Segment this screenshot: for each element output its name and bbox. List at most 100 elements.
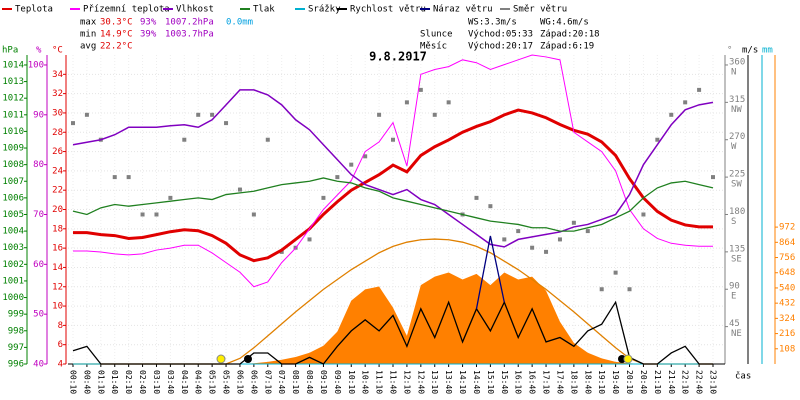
direction-dot: [391, 137, 395, 142]
direction-dot: [432, 112, 437, 117]
direction-dot: [363, 154, 368, 159]
direction-dot: [599, 287, 604, 292]
compass-label: W: [731, 142, 737, 152]
x-tick-label: 06:10: [235, 370, 244, 394]
y-tick-label: 12: [52, 282, 63, 292]
x-tick-label: 09:40: [333, 370, 342, 394]
series-line: [72, 300, 713, 365]
compass-label: SW: [731, 180, 742, 190]
series-line: [73, 108, 713, 263]
x-tick-label: 22:10: [681, 370, 690, 394]
x-tick-label: 08:10: [291, 370, 300, 394]
y-tick-label: 100: [28, 60, 44, 70]
x-tick-label: 18:40: [583, 370, 592, 394]
stat-value: 1003.7hPa: [165, 30, 214, 40]
y-tick-label: 1004: [2, 227, 24, 237]
legend-label: Teplota: [15, 5, 53, 15]
y-tick-label: 90: [33, 110, 44, 120]
x-tick-label: 22:40: [695, 370, 704, 394]
x-tick-label: 23:10: [709, 370, 718, 394]
x-tick-label: 08:40: [305, 370, 314, 394]
direction-dot: [126, 175, 131, 180]
info-value: Východ:05:33: [468, 30, 533, 40]
x-tick-label: 16:10: [514, 370, 523, 394]
info-label: Slunce: [420, 30, 453, 40]
y-axis-label: hPa: [2, 46, 18, 56]
x-tick-label: 21:10: [653, 370, 662, 394]
compass-label: NE: [731, 329, 742, 339]
x-tick-label: 03:40: [166, 370, 175, 394]
y-tick-label: 1013: [2, 77, 24, 87]
x-tick-label: 14:10: [458, 370, 467, 394]
direction-dot: [474, 195, 479, 200]
direction-dot: [321, 195, 326, 200]
legend-label: Přízemní teplota: [83, 5, 170, 15]
x-tick-label: 09:10: [319, 370, 328, 394]
direction-dot: [154, 212, 159, 217]
direction-dot: [404, 100, 409, 105]
x-tick-label: 02:40: [138, 370, 147, 394]
x-tick-label: 00:10: [69, 370, 78, 394]
x-tick-label: 19:10: [597, 370, 606, 394]
series-line: [475, 235, 505, 309]
y-tick-label: 996: [8, 360, 24, 370]
x-tick-label: 19:40: [611, 370, 620, 394]
compass-label: E: [731, 292, 736, 302]
stat-value: 0.0mm: [226, 18, 253, 28]
y-tick-label: 998: [8, 326, 24, 336]
series-line: [73, 54, 713, 288]
y-tick-label: 18: [52, 224, 63, 234]
y-tick-label: 1006: [2, 193, 24, 203]
compass-label: S: [731, 217, 736, 227]
info-label: Měsíc: [420, 42, 447, 52]
x-tick-label: 12:10: [402, 370, 411, 394]
direction-dot: [557, 237, 562, 242]
y-tick-label: 26: [52, 147, 63, 157]
x-tick-label: 07:40: [277, 370, 286, 394]
direction-dot: [279, 249, 284, 254]
direction-dot: [571, 220, 576, 225]
y-tick-label: 1002: [2, 260, 24, 270]
y-tick-label: 16: [52, 244, 63, 254]
x-tick-label: 14:40: [472, 370, 481, 394]
stat-label: avg: [80, 42, 96, 52]
stat-label: min: [80, 30, 96, 40]
direction-dot: [516, 229, 521, 234]
x-tick-label: 15:40: [500, 370, 509, 394]
x-tick-label: 18:10: [569, 370, 578, 394]
direction-dot: [544, 249, 549, 254]
y-tick-label: 997: [8, 343, 24, 353]
x-tick-label: 20:10: [625, 370, 634, 394]
legend-label: Vlhkost: [176, 5, 214, 15]
compass-label: NW: [731, 105, 742, 115]
stat-value: 93%: [140, 18, 157, 28]
direction-dot: [335, 175, 340, 180]
direction-dot: [237, 187, 242, 192]
y-tick-label: 80: [33, 160, 44, 170]
series-line: [72, 177, 714, 232]
stat-value: 39%: [140, 30, 157, 40]
direction-dot: [655, 137, 660, 142]
compass-label: N: [731, 67, 736, 77]
radiation-area: [73, 272, 713, 364]
y-tick-label: 324: [779, 314, 795, 324]
moonset-marker: [244, 355, 252, 363]
sun-moon-markers: [216, 354, 633, 364]
y-tick-label: 135: [729, 244, 745, 254]
info-value: Západ:6:19: [540, 42, 594, 52]
stat-value: 30.3°C: [100, 18, 133, 28]
direction-dot: [669, 112, 674, 117]
direction-dot: [488, 204, 493, 209]
y-tick-label: 1011: [2, 110, 24, 120]
y-axis-label: mm: [762, 46, 773, 56]
series-line: [72, 89, 714, 248]
x-tick-label: 01:10: [96, 370, 105, 394]
y-tick-label: 4: [58, 360, 63, 370]
direction-dot: [377, 112, 382, 117]
y-tick-label: 90: [729, 282, 740, 292]
direction-dot: [502, 237, 507, 242]
y-axis-label: °: [727, 46, 732, 56]
x-tick-label: 15:10: [486, 370, 495, 394]
info-value: WS:3.3m/s: [468, 18, 517, 28]
